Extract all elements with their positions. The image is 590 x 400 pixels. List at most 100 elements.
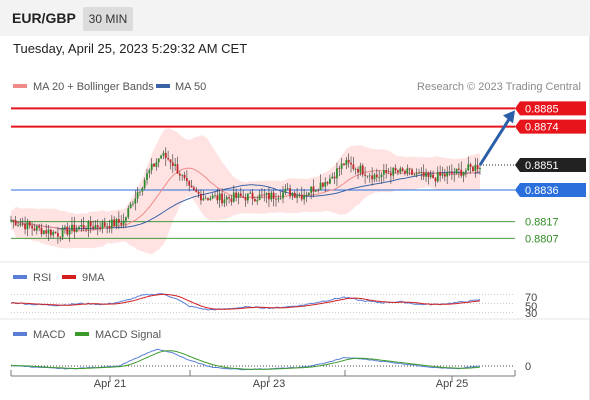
svg-text:0.8817: 0.8817: [525, 217, 559, 229]
candle: [47, 225, 50, 241]
candle: [228, 195, 230, 204]
forecast-arrow: [478, 110, 515, 166]
svg-text:0.8851: 0.8851: [525, 160, 559, 172]
candle: [214, 191, 216, 199]
svg-text:Apr 23: Apr 23: [253, 378, 285, 390]
level-label-0.8874: 0.8874: [515, 119, 586, 134]
candle: [101, 219, 104, 234]
candle: [148, 168, 151, 179]
candle: [207, 197, 209, 202]
candle: [345, 157, 348, 170]
ma20-legend-label: MA 20 + Bollinger Bands: [33, 81, 154, 93]
candle: [223, 193, 226, 208]
candle: [366, 175, 369, 179]
ma50-legend-swatch: [156, 84, 170, 88]
candles: [10, 147, 481, 244]
candle: [108, 219, 111, 233]
candle: [40, 223, 43, 237]
candle: [14, 215, 17, 226]
candle: [314, 189, 317, 192]
candle: [225, 195, 228, 207]
candle: [270, 190, 273, 202]
price-level-labels: 0.8885 0.8874 0.8851 0.8836 0.8817 0.8807: [515, 101, 586, 245]
candle: [476, 158, 479, 174]
candle: [244, 193, 247, 207]
instrument-title: EUR/GBP: [12, 10, 76, 26]
candle: [136, 187, 139, 204]
candle: [80, 218, 83, 232]
candle: [382, 163, 385, 182]
candle: [193, 185, 195, 191]
candle: [326, 181, 329, 186]
rsi-legend-swatch: [13, 275, 27, 279]
candle: [85, 225, 87, 233]
candle: [17, 221, 19, 228]
candle: [263, 188, 266, 202]
level-label-0.8807: 0.8807: [525, 233, 559, 245]
candle: [387, 168, 390, 174]
candle: [61, 225, 64, 241]
candle: [38, 223, 41, 232]
candle: [157, 158, 160, 168]
candle: [462, 171, 465, 183]
level-label-0.8817: 0.8817: [525, 217, 559, 229]
candle: [397, 169, 399, 176]
top-bar: EUR/GBP 30 MIN: [0, 0, 590, 36]
candle: [28, 220, 31, 229]
candle: [132, 200, 134, 207]
rsi-tick-50: 50: [525, 301, 537, 313]
candle: [418, 168, 420, 174]
candle: [422, 164, 425, 180]
candle: [291, 192, 294, 201]
candle: [204, 195, 207, 200]
candle: [155, 158, 158, 171]
rsi-tick-70: 70: [525, 292, 537, 304]
candle: [42, 230, 45, 235]
candle: [310, 186, 313, 200]
candle: [272, 189, 275, 207]
bollinger-band: [11, 128, 480, 255]
price-levels: [11, 107, 515, 239]
candle: [75, 225, 78, 233]
macd-legend-swatch: [13, 332, 27, 336]
candle: [305, 191, 308, 203]
candle: [460, 161, 463, 178]
candle: [282, 185, 284, 204]
candle: [324, 177, 327, 192]
candle: [33, 223, 36, 232]
candle: [303, 189, 306, 205]
timeframe-button[interactable]: 30 MIN: [83, 7, 133, 31]
candle: [115, 217, 118, 230]
candle: [221, 187, 223, 207]
candle: [117, 211, 120, 230]
candle: [256, 195, 259, 206]
candle: [125, 216, 127, 229]
candle: [361, 163, 364, 178]
candle: [347, 153, 350, 168]
candle: [364, 166, 366, 184]
candle: [453, 167, 456, 182]
candle: [420, 167, 423, 180]
candle: [343, 163, 345, 167]
candle: [286, 182, 289, 190]
candle: [146, 168, 148, 185]
candle: [375, 168, 378, 182]
candle: [246, 193, 249, 204]
candle: [378, 170, 381, 182]
candle: [202, 190, 205, 202]
candle: [64, 224, 66, 234]
macd-line: [10, 348, 481, 371]
candle: [19, 218, 22, 228]
candle: [253, 196, 256, 202]
candle: [261, 188, 263, 199]
candle: [110, 215, 113, 234]
candle: [12, 219, 15, 229]
candle: [472, 165, 474, 172]
candle: [209, 195, 212, 201]
candle: [237, 191, 240, 205]
rsi-ma-legend-swatch: [62, 275, 76, 279]
candle: [338, 165, 341, 177]
candle: [434, 177, 437, 187]
candle: [441, 167, 444, 179]
candle: [439, 165, 442, 182]
